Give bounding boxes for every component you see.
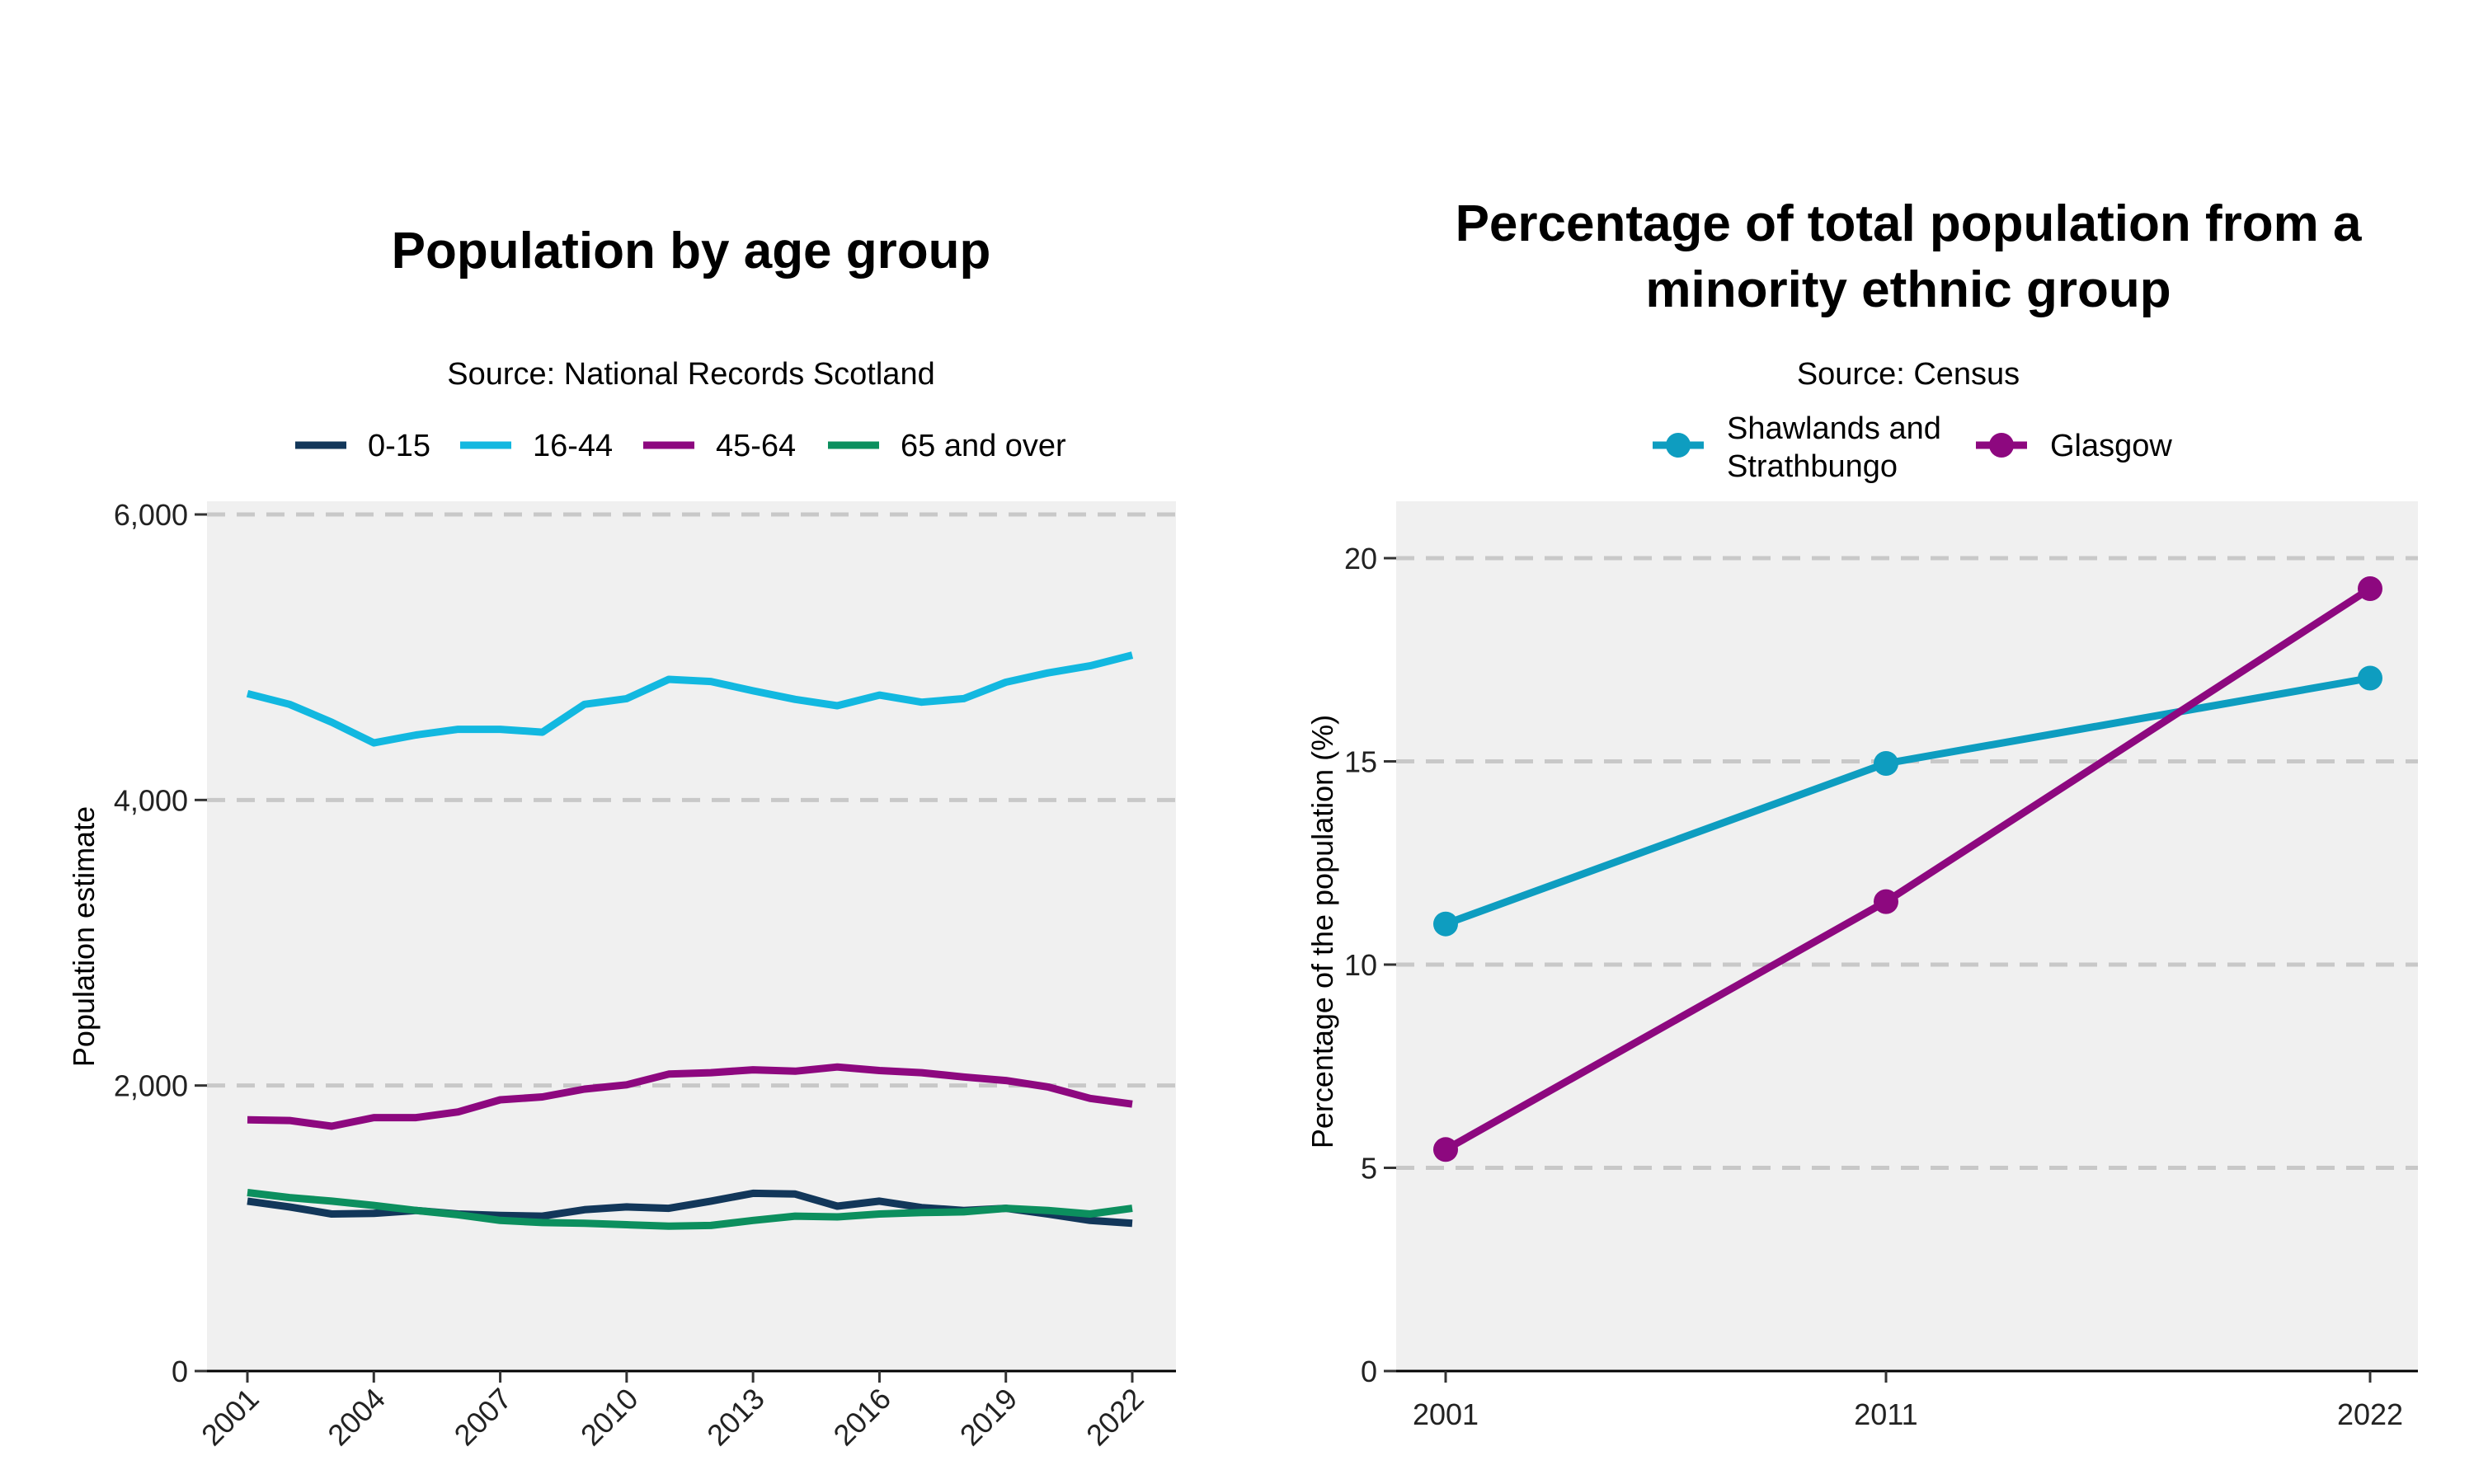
- legend-item: 16-44: [460, 429, 613, 463]
- axes: 0 5 10 15 20 2001 2011 2022: [1344, 542, 2418, 1431]
- chart-title: Population by age group: [392, 223, 991, 279]
- y-tick-label: 20: [1344, 542, 1377, 575]
- legend-item: 65 and over: [828, 429, 1066, 463]
- y-tick-label: 6,000: [114, 498, 188, 532]
- y-tick-label: 4,000: [114, 783, 188, 817]
- series-lines: [246, 651, 1134, 1230]
- x-tick-label: 2022: [2337, 1397, 2403, 1431]
- series-line-65-and-over: [247, 1189, 1133, 1230]
- y-tick-label: 5: [1361, 1152, 1377, 1186]
- series-line-45-64: [247, 1063, 1133, 1130]
- legend-label: 16-44: [533, 429, 613, 463]
- legend-item: 45-64: [643, 429, 796, 463]
- y-tick-label: 15: [1344, 745, 1377, 779]
- legend-label: 0-15: [368, 429, 430, 463]
- data-point: [1874, 751, 1898, 776]
- legend-label: Glasgow: [2050, 429, 2172, 463]
- series-lines: [1433, 576, 2382, 1162]
- data-point: [2358, 665, 2382, 691]
- y-tick-label: 0: [172, 1355, 188, 1388]
- legend-label: 45-64: [716, 429, 796, 463]
- y-axis-title: Population estimate: [67, 806, 101, 1067]
- series-line-16-44: [246, 651, 1134, 747]
- chart-title-line-1: Percentage of total population from a: [1456, 195, 2362, 252]
- legend-marker: [1989, 433, 2014, 458]
- chart-title-line-2: minority ethnic group: [1645, 261, 2171, 318]
- chart-subtitle: Source: Census: [1797, 357, 2020, 392]
- legend-label: Shawlands and: [1727, 411, 1941, 446]
- legend-item: Glasgow: [1976, 429, 2172, 463]
- y-tick-label: 0: [1361, 1355, 1377, 1388]
- chart-subtitle: Source: National Records Scotland: [447, 357, 934, 392]
- data-point: [2358, 576, 2382, 601]
- y-axis-title: Percentage of the population (%): [1305, 715, 1339, 1148]
- y-tick-label: 10: [1344, 948, 1377, 982]
- data-point: [1433, 911, 1458, 937]
- data-point: [1874, 889, 1898, 914]
- chart-population-by-age: Population by age group Source: National…: [67, 223, 1176, 1452]
- legend-label: Strathbungo: [1727, 449, 1898, 484]
- x-tick-label: 2011: [1854, 1397, 1917, 1431]
- legend-label: 65 and over: [901, 429, 1066, 463]
- legend: 0-15 16-44 45-64 65 and over: [295, 429, 1066, 463]
- plot-panel: [1396, 501, 2418, 1371]
- chart-minority-ethnic-percentage: Percentage of total population from a mi…: [1305, 195, 2418, 1431]
- legend-marker: [1666, 433, 1691, 458]
- x-tick-label: 2001: [1413, 1397, 1479, 1431]
- legend-item: 0-15: [295, 429, 430, 463]
- plot-panel: [207, 501, 1176, 1371]
- y-tick-label: 2,000: [114, 1069, 188, 1103]
- data-point: [1433, 1137, 1458, 1162]
